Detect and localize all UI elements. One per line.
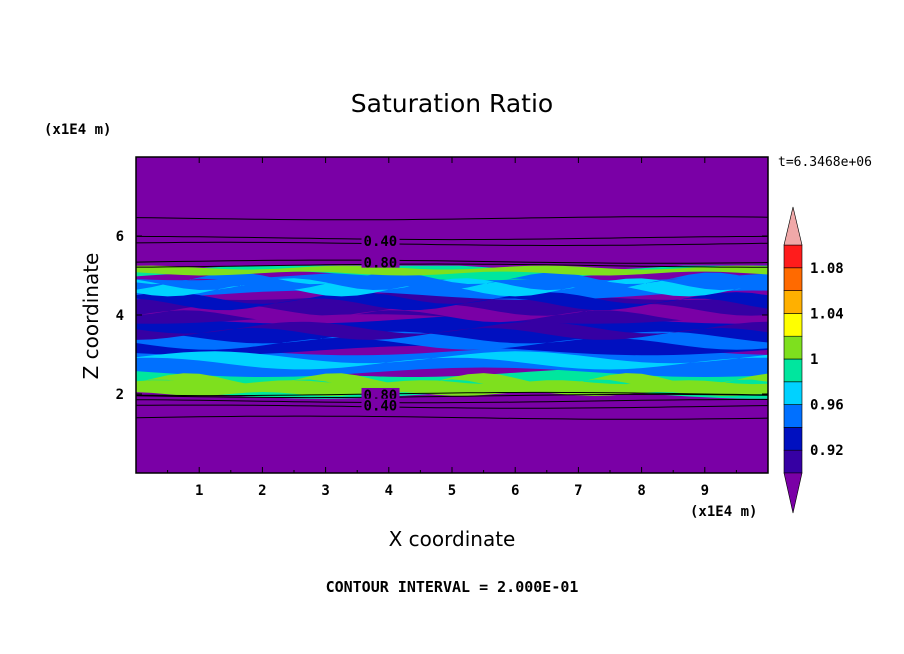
green-lower-edge	[136, 380, 768, 396]
x-tick-label-6: 7	[574, 483, 582, 499]
x-tick-label-1: 2	[258, 483, 266, 499]
green-upper-edge	[136, 265, 768, 276]
y-tick-label-0: 2	[116, 387, 124, 403]
y-tick-label-2: 6	[116, 229, 124, 245]
streak-7	[136, 373, 768, 392]
contour-line-0	[135, 415, 769, 420]
contour-label-bg-1	[361, 255, 400, 268]
colorbar-segment-2	[783, 404, 803, 428]
x-axis-ticks: 1 2 3 4 5 6 7 8 9	[167, 157, 737, 499]
colorbar-label-2: 1	[810, 352, 818, 368]
x-axis-title: X coordinate	[389, 527, 516, 551]
contour-line-5	[136, 263, 768, 268]
y-unit-label: (x1E4 m)	[44, 122, 111, 138]
colorbar-segment-3	[783, 381, 803, 405]
contour-line-6	[135, 259, 769, 264]
streak-2	[136, 321, 768, 340]
colorbar-segment-8	[783, 267, 803, 291]
colorbar-min-arrow	[783, 472, 803, 514]
x-tick-label-2: 3	[321, 483, 329, 499]
colorbar-segment-9	[783, 244, 803, 269]
contour-line-1	[135, 404, 769, 409]
band-7	[136, 157, 768, 266]
colorbar-segment-0	[783, 449, 803, 474]
colorbar-segment-1	[783, 427, 803, 451]
x-tick-label-5: 6	[511, 483, 519, 499]
contour-line-8	[135, 235, 769, 241]
y-axis-title: Z coordinate	[79, 253, 103, 380]
colorbar-label-0: 1.08	[810, 261, 844, 277]
x-tick-label-7: 8	[637, 483, 645, 499]
x-tick-label-4: 5	[448, 483, 456, 499]
streak-0	[136, 351, 768, 370]
contour-line-3	[135, 393, 769, 399]
colorbar-label-3: 0.96	[810, 398, 844, 414]
colorbar-label-1: 1.04	[810, 306, 844, 322]
chart-title: Saturation Ratio	[351, 89, 553, 118]
contour-label-1: 0.80	[364, 256, 398, 272]
colorbar-segment-5	[783, 335, 803, 360]
time-label: t=6.3468e+06	[778, 155, 872, 170]
band-0	[136, 394, 768, 473]
x-tick-label-3: 4	[385, 483, 393, 499]
colorbar-label-4: 0.92	[810, 443, 844, 459]
contour-label-bg-3	[361, 398, 400, 411]
x-unit-label: (x1E4 m)	[690, 504, 757, 520]
contour-label-bg-0	[361, 233, 400, 246]
colorbar-segment-4	[783, 358, 803, 383]
contour-line-2	[135, 399, 768, 404]
colorbar-max-arrow	[783, 206, 803, 246]
x-tick-label-0: 1	[195, 483, 203, 499]
x-tick-label-8: 9	[701, 483, 709, 499]
colorbar-segment-7	[783, 290, 803, 314]
streak-6	[136, 272, 768, 291]
contour-label-3: 0.40	[364, 399, 398, 415]
y-axis-ticks: 2 4 6	[116, 229, 768, 403]
contour-line-7	[135, 241, 769, 246]
colorbar-segment-6	[783, 313, 803, 337]
y-tick-label-1: 4	[116, 308, 124, 324]
contour-label-bg-2	[361, 387, 400, 400]
colorbar: 1.08 1.04 1 0.96 0.92	[783, 206, 844, 514]
contour-label-0: 0.40	[364, 234, 398, 250]
contour-line-4	[135, 391, 769, 397]
streak-4	[136, 292, 768, 311]
contour-interval-label: CONTOUR INTERVAL = 2.000E-01	[326, 578, 579, 596]
plot-area: 0.400.800.800.40	[135, 156, 769, 474]
contour-line-9	[135, 216, 769, 221]
